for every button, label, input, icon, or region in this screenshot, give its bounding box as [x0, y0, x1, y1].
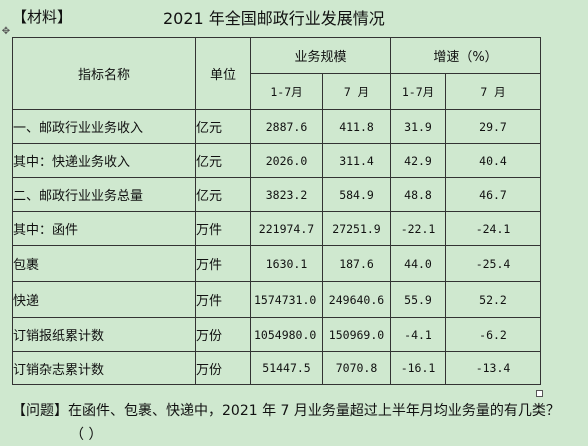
row-growth-jan-jul: -16.1: [390, 351, 446, 385]
row-scale-jan-jul: 51447.5: [250, 351, 323, 385]
table-row: 其中：函件 万件 221974.7 27251.9 -22.1 -24.1: [12, 211, 541, 246]
row-name: 二、邮政行业业务总量: [12, 177, 196, 212]
table-header-row: 指标名称 单位 业务规模 增速（%）: [12, 37, 541, 110]
resize-square-icon[interactable]: [536, 390, 543, 397]
row-growth-jan-jul: -4.1: [390, 317, 446, 352]
row-unit: 万份: [195, 351, 251, 385]
table-row: 其中：快递业务收入 亿元 2026.0 311.4 42.9 40.4: [12, 143, 541, 178]
row-name: 快递: [12, 281, 196, 318]
table-row: 订销报纸累计数 万份 1054980.0 150969.0 -4.1 -6.2: [12, 317, 541, 352]
row-growth-jul: -13.4: [445, 351, 541, 385]
row-unit: 亿元: [195, 177, 251, 212]
header-indicator: 指标名称: [12, 37, 196, 110]
material-label: 【材料】: [12, 8, 73, 26]
row-growth-jan-jul: 48.8: [390, 177, 446, 212]
row-scale-jan-jul: 3823.2: [250, 177, 323, 212]
row-growth-jul: -6.2: [445, 317, 541, 352]
move-cross-icon[interactable]: ✥: [1, 26, 11, 37]
header-unit: 单位: [195, 37, 251, 110]
row-scale-jan-jul: 1574731.0: [250, 281, 323, 318]
row-scale-jul: 7070.8: [322, 351, 391, 385]
row-growth-jan-jul: 42.9: [390, 143, 446, 178]
row-unit: 亿元: [195, 109, 251, 144]
row-growth-jan-jul: 31.9: [390, 109, 446, 144]
row-scale-jul: 249640.6: [322, 281, 391, 318]
row-growth-jan-jul: 44.0: [390, 245, 446, 282]
row-scale-jul: 311.4: [322, 143, 391, 178]
row-unit: 亿元: [195, 143, 251, 178]
row-growth-jul: 46.7: [445, 177, 541, 212]
row-unit: 万件: [195, 245, 251, 282]
row-name: 订销报纸累计数: [12, 317, 196, 352]
row-growth-jul: 29.7: [445, 109, 541, 144]
row-growth-jan-jul: 55.9: [390, 281, 446, 318]
row-scale-jul: 411.8: [322, 109, 391, 144]
table-subheader-row: 1-7月 7 月 1-7月 7 月: [13, 73, 541, 110]
row-name: 其中：函件: [12, 211, 196, 246]
row-scale-jan-jul: 1630.1: [250, 245, 323, 282]
row-scale-jul: 150969.0: [322, 317, 391, 352]
subheader-growth-jul: 7 月: [445, 73, 541, 110]
row-growth-jul: -25.4: [445, 245, 541, 282]
row-scale-jan-jul: 2887.6: [250, 109, 323, 144]
row-scale-jul: 27251.9: [322, 211, 391, 246]
row-growth-jul: 52.2: [445, 281, 541, 318]
subheader-scale-jan-jul: 1-7月: [250, 73, 323, 110]
data-table: 指标名称 单位 业务规模 增速（%） 1-7月 7 月 1-7月 7 月 一、邮…: [12, 37, 541, 385]
row-unit: 万件: [195, 211, 251, 246]
row-unit: 万件: [195, 281, 251, 318]
row-growth-jan-jul: -22.1: [390, 211, 446, 246]
row-name: 订销杂志累计数: [12, 351, 196, 385]
row-growth-jul: 40.4: [445, 143, 541, 178]
table-row: 包裹 万件 1630.1 187.6 44.0 -25.4: [12, 245, 541, 282]
row-scale-jan-jul: 2026.0: [250, 143, 323, 178]
table-row: 快递 万件 1574731.0 249640.6 55.9 52.2: [12, 281, 541, 318]
row-unit: 万份: [195, 317, 251, 352]
row-scale-jan-jul: 1054980.0: [250, 317, 323, 352]
header-growth: 增速（%）: [390, 37, 541, 74]
row-name: 一、邮政行业业务收入: [12, 109, 196, 144]
page-title: 2021 年全国邮政行业发展情况: [163, 9, 385, 28]
row-name: 其中：快递业务收入: [12, 143, 196, 178]
row-scale-jul: 584.9: [322, 177, 391, 212]
question-text: 【问题】在函件、包裹、快递中，2021 年 7 月业务量超过上半年月均业务量的有…: [12, 403, 560, 419]
table-row: 一、邮政行业业务收入 亿元 2887.6 411.8 31.9 29.7: [12, 109, 541, 144]
table-row: 二、邮政行业业务总量 亿元 3823.2 584.9 48.8 46.7: [12, 177, 541, 212]
table-row: 订销杂志累计数 万份 51447.5 7070.8 -16.1 -13.4: [12, 351, 541, 385]
row-scale-jan-jul: 221974.7: [250, 211, 323, 246]
row-scale-jul: 187.6: [322, 245, 391, 282]
header-scale: 业务规模: [250, 37, 391, 74]
answer-blank: （ ）: [70, 427, 103, 443]
subheader-growth-jan-jul: 1-7月: [390, 73, 446, 110]
row-name: 包裹: [12, 245, 196, 282]
subheader-scale-jul: 7 月: [322, 73, 391, 110]
row-growth-jul: -24.1: [445, 211, 541, 246]
